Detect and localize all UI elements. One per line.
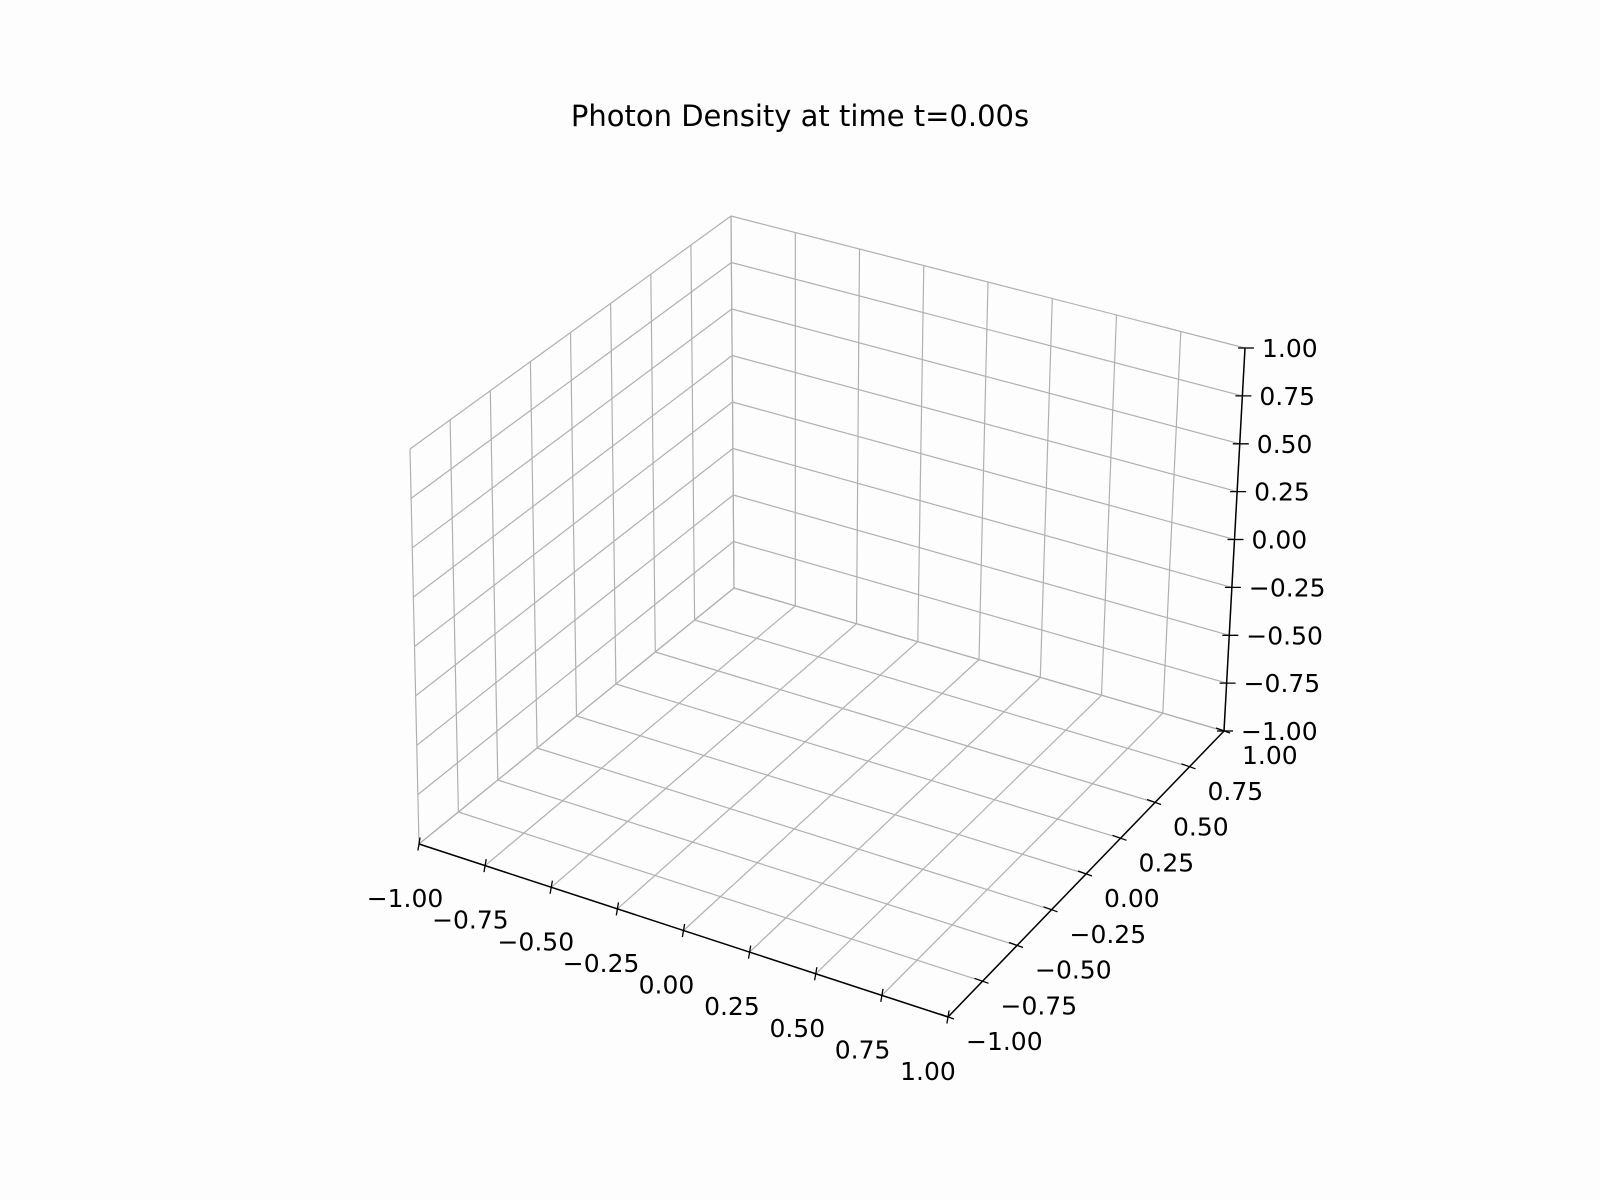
z-tick-label: −0.50 — [1246, 621, 1323, 650]
z-tick-label: −0.25 — [1249, 573, 1326, 602]
z-tick-label: 1.00 — [1262, 334, 1318, 363]
x-tick-label: −0.50 — [497, 927, 574, 956]
x-tick — [417, 837, 421, 851]
left-wall-grid-line-z — [409, 215, 732, 450]
y-tick-label: 0.25 — [1139, 848, 1195, 877]
x-tick — [880, 988, 884, 1003]
x-tick-label: −0.75 — [432, 906, 509, 935]
y-tick-label: −0.75 — [1001, 991, 1078, 1020]
z-tick-label: 0.00 — [1252, 526, 1308, 555]
x-tick-label: 0.00 — [639, 971, 695, 1000]
chart-title: Photon Density at time t=0.00s — [571, 99, 1029, 133]
floor-grid-line-x — [881, 712, 1164, 996]
x-tick — [681, 923, 686, 938]
y-tick — [1112, 834, 1127, 841]
y-tick-label: −1.00 — [966, 1027, 1043, 1056]
left-wall-grid-line-z — [414, 401, 733, 647]
x-tick-label: 0.25 — [704, 992, 760, 1021]
y-tick — [1181, 763, 1196, 770]
x-tick — [549, 880, 554, 894]
left-wall-grid-line-y — [650, 274, 656, 653]
back-wall-grid-line-z — [730, 215, 1246, 349]
y-tick — [939, 1013, 955, 1020]
y-tick-label: 0.50 — [1173, 813, 1229, 842]
y-tick-label: 1.00 — [1242, 741, 1298, 770]
back-wall-grid-line-z — [731, 354, 1238, 493]
left-wall-grid-line-z — [410, 262, 732, 499]
y-tick-label: 0.00 — [1104, 884, 1160, 913]
y-tick — [974, 977, 989, 984]
y-tick — [1008, 941, 1024, 949]
left-wall-grid-line-z — [413, 355, 733, 598]
y-tick-label: −0.25 — [1070, 920, 1147, 949]
z-tick-label: 0.75 — [1259, 382, 1315, 411]
x-tick — [615, 902, 620, 916]
floor-grid-line-y — [694, 619, 1190, 768]
back-wall-grid-line-z — [732, 401, 1235, 541]
y-tick-label: −0.50 — [1035, 956, 1112, 985]
floor-grid-line-x — [815, 694, 1102, 975]
back-wall-grid-line-x — [1039, 298, 1053, 678]
left-wall-grid-line-y — [690, 245, 696, 621]
y-tick-label: 0.75 — [1208, 777, 1264, 806]
y-tick — [1077, 870, 1093, 877]
left-wall-grid-line-z — [411, 308, 733, 549]
z-tick-label: 0.25 — [1254, 478, 1310, 507]
x-tick-label: −1.00 — [367, 884, 444, 913]
x-tick — [813, 967, 818, 981]
y-tick — [1146, 798, 1162, 806]
floor-grid-line-y — [615, 683, 1121, 839]
floor-grid-line-y — [576, 715, 1087, 875]
x-tick — [747, 945, 752, 959]
back-wall-grid-line-x — [1100, 314, 1118, 696]
grid-panes — [409, 215, 1246, 1018]
tick-labels: −1.00−0.75−0.50−0.250.000.250.500.751.00… — [367, 334, 1326, 1086]
back-wall-grid-line-x — [1162, 331, 1182, 714]
x-tick-label: 0.75 — [835, 1035, 891, 1064]
left-wall-grid-line-y — [610, 303, 617, 685]
back-wall-grid-line-z — [731, 261, 1243, 397]
z-tick-label: 0.50 — [1257, 430, 1313, 459]
back-wall-grid-line-z — [731, 308, 1240, 445]
x-tick-label: 0.50 — [769, 1014, 825, 1043]
axes — [417, 347, 1254, 1024]
x-tick — [483, 858, 487, 873]
z-tick-label: −0.75 — [1244, 669, 1321, 698]
floor-grid-line-x — [749, 676, 1041, 953]
x-tick-label: −0.25 — [563, 949, 640, 978]
floor-grid-line-y — [655, 651, 1156, 804]
y-tick — [1043, 906, 1058, 913]
x-tick-label: 1.00 — [900, 1057, 956, 1086]
z-tick-label: −1.00 — [1241, 717, 1318, 746]
